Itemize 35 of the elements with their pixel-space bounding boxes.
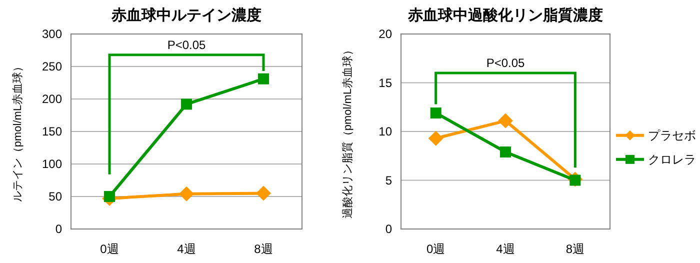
point: [256, 186, 271, 201]
y-tick-label: 0: [385, 222, 392, 236]
y-tick-label: 200: [42, 92, 62, 106]
y-tick-label: 250: [42, 60, 62, 74]
y-tick-label: 0: [55, 222, 62, 236]
y-tick-label: 50: [48, 190, 62, 204]
y-tick-label: 15: [378, 76, 392, 90]
annotation: P<0.05: [486, 56, 526, 70]
point: [258, 73, 269, 84]
annotation: P<0.05: [167, 38, 206, 52]
point: [104, 191, 115, 202]
x-tick-label: 8週: [254, 242, 273, 256]
y-axis-title: ルテイン（pmol/mL赤血球）: [11, 60, 24, 202]
legend-label: クロレラ: [648, 152, 696, 167]
y-tick-label: 150: [42, 124, 62, 139]
x-tick-label: 0週: [100, 242, 119, 256]
chart-title: 赤血球中過酸化リン脂質濃度: [407, 6, 603, 24]
point: [500, 146, 511, 158]
legend-label: プラセボ: [648, 128, 696, 143]
x-tick-label: 0週: [426, 242, 446, 256]
point: [181, 98, 192, 110]
y-tick-label: 20: [378, 27, 392, 42]
y-tick-label: 10: [378, 124, 392, 139]
chart-title: 赤血球中ルテイン濃度: [110, 6, 262, 24]
x-tick-label: 4週: [496, 242, 515, 256]
y-axis-title: 過酸化リン脂質（pmol/mL赤血球）: [341, 44, 354, 219]
point: [179, 186, 194, 202]
point: [498, 113, 513, 128]
x-tick-label: 8週: [566, 242, 585, 256]
x-tick-label: 4週: [177, 242, 196, 256]
y-tick-label: 5: [385, 173, 392, 188]
point: [430, 107, 442, 118]
y-tick-label: 100: [42, 157, 62, 172]
y-tick-label: 300: [42, 27, 62, 42]
point: [428, 130, 444, 146]
